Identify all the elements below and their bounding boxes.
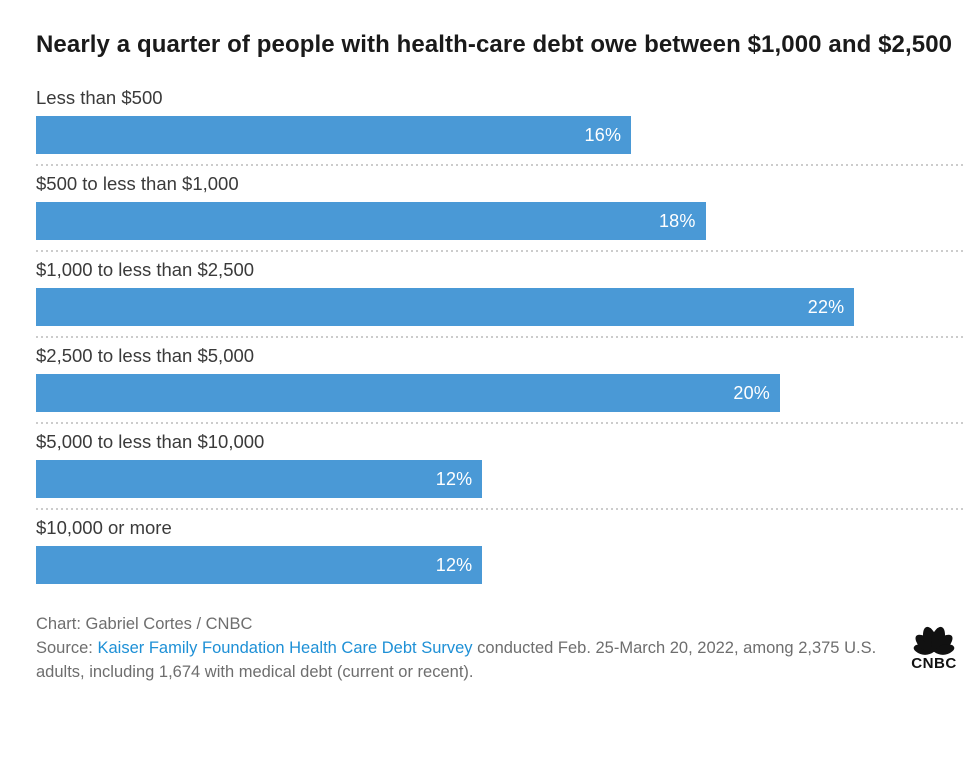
row-separator xyxy=(36,164,966,166)
source-prefix: Source: xyxy=(36,639,93,657)
row-separator xyxy=(36,250,966,252)
bar-track: 18% xyxy=(36,202,966,240)
bar-value: 12% xyxy=(435,468,473,489)
cnbc-logo: CNBC xyxy=(902,612,966,672)
bar: 16% xyxy=(36,116,632,154)
source-suffix: conducted Feb. 25-March 20, 2022, among … xyxy=(36,639,877,681)
chart-title: Nearly a quarter of people with health-c… xyxy=(36,31,953,58)
bar-value: 22% xyxy=(807,296,845,317)
bar-track: 20% xyxy=(36,374,966,412)
bar-value: 18% xyxy=(658,210,696,231)
bar-label: $10,000 or more xyxy=(36,517,172,538)
bar-value: 12% xyxy=(435,554,473,575)
bar: 12% xyxy=(36,460,483,498)
footer-text: Chart: Gabriel Cortes / CNBC Source: Kai… xyxy=(36,612,892,684)
bar-row: $500 to less than $1,000 18% xyxy=(36,166,966,252)
row-separator xyxy=(36,422,966,424)
bar-row: $1,000 to less than $2,500 22% xyxy=(36,252,966,338)
row-separator xyxy=(36,336,966,338)
cnbc-peacock-icon: CNBC xyxy=(911,626,956,672)
bar-label: $2,500 to less than $5,000 xyxy=(36,345,255,366)
source-line: Source: Kaiser Family Foundation Health … xyxy=(36,636,892,684)
bar-row: $5,000 to less than $10,000 12% xyxy=(36,424,966,510)
bar-row: $2,500 to less than $5,000 20% xyxy=(36,338,966,424)
row-separator xyxy=(36,508,966,510)
bar: 20% xyxy=(36,374,780,412)
bar-label: $5,000 to less than $10,000 xyxy=(36,431,265,452)
bar-label: Less than $500 xyxy=(36,87,163,108)
bar-row: Less than $500 16% xyxy=(36,80,966,166)
chart-credit: Chart: Gabriel Cortes / CNBC xyxy=(36,615,253,633)
bar: 12% xyxy=(36,546,483,584)
source-link[interactable]: Kaiser Family Foundation Health Care Deb… xyxy=(97,639,473,657)
bar: 22% xyxy=(36,288,855,326)
bar-track: 16% xyxy=(36,116,966,154)
bar-label: $500 to less than $1,000 xyxy=(36,173,239,194)
bar-track: 22% xyxy=(36,288,966,326)
bar-row: $10,000 or more 12% xyxy=(36,510,966,584)
cnbc-wordmark: CNBC xyxy=(911,655,956,672)
chart-footer: Chart: Gabriel Cortes / CNBC Source: Kai… xyxy=(36,612,966,684)
bar-label: $1,000 to less than $2,500 xyxy=(36,259,255,280)
bar-track: 12% xyxy=(36,546,966,584)
bar-value: 20% xyxy=(733,382,770,403)
bar-value: 16% xyxy=(584,124,622,145)
bar: 18% xyxy=(36,202,706,240)
chart-card: Nearly a quarter of people with health-c… xyxy=(36,31,966,684)
bar-rows: Less than $500 16% $500 to less than $1,… xyxy=(36,80,966,584)
bar-track: 12% xyxy=(36,460,966,498)
